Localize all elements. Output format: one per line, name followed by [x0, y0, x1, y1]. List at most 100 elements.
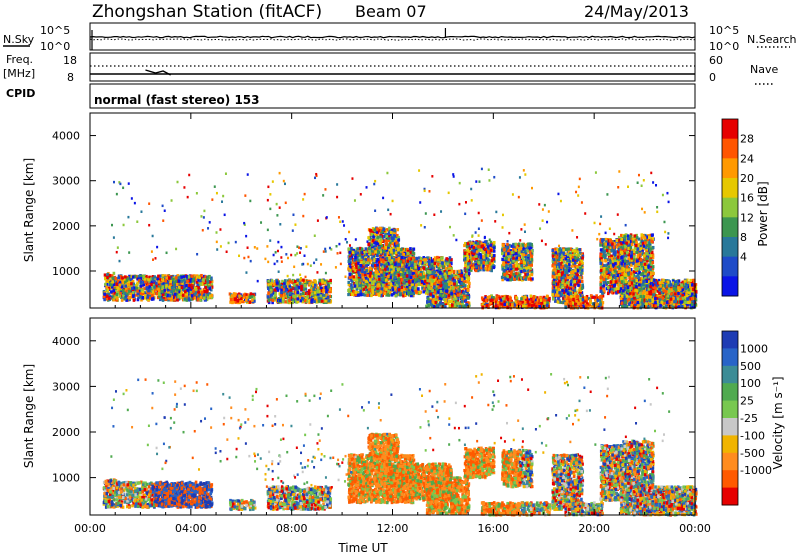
scatter-cell [306, 295, 309, 299]
scatter-cell [274, 292, 277, 296]
scatter-cell [195, 274, 199, 278]
scatter-cell [118, 283, 122, 287]
scatter-cell [442, 284, 446, 288]
scatter-cell [318, 285, 322, 290]
nsearch-tick-low: 10^0 [709, 40, 739, 53]
scatter-cell [210, 283, 214, 287]
scatter-cell [184, 290, 187, 294]
scatter-cell [152, 283, 155, 287]
scatter-cell [301, 296, 304, 301]
scatter-cell [174, 286, 177, 291]
scatter-cell [165, 284, 168, 288]
scatter-cell [385, 262, 389, 266]
scatter-cell [435, 303, 439, 308]
scatter-cell [192, 289, 195, 293]
scatter-cell [367, 246, 371, 250]
scatter-cell [189, 287, 192, 291]
scatter-cell [385, 278, 388, 282]
scatter-cell [440, 256, 443, 260]
scatter-cell [130, 276, 133, 280]
scatter-cell [167, 291, 170, 295]
scatter-cell [192, 283, 195, 287]
nave-label: Nave [750, 63, 778, 76]
scatter-cell [112, 298, 115, 302]
scatter-cell [248, 300, 252, 304]
scatter-cell [291, 300, 294, 305]
nsky-line [89, 35, 696, 39]
scatter-cell [280, 291, 283, 295]
freq-panel [89, 52, 696, 82]
scatter-cell [287, 289, 290, 293]
scatter-cell [266, 281, 270, 285]
scatter-cell [135, 293, 138, 297]
scatter-cell [138, 279, 141, 283]
scatter-cell [168, 287, 172, 291]
scatter-cell [136, 277, 140, 281]
scatter-cell [276, 281, 279, 285]
scatter-cell [200, 276, 204, 280]
scatter-cell [402, 252, 406, 257]
scatter-cell [407, 291, 410, 296]
scatter-cell [368, 249, 371, 253]
scatter-cell [394, 275, 397, 279]
scatter-cell [450, 281, 453, 285]
scatter-cell [154, 286, 158, 290]
nsearch-tick-high: 10^5 [709, 24, 739, 37]
scatter-cell [401, 267, 405, 272]
scatter-cell [310, 300, 313, 304]
scatter-cell [125, 286, 128, 290]
scatter-cell [297, 285, 301, 289]
scatter-cell [437, 280, 441, 284]
scatter-cell [143, 287, 146, 291]
scatter-cell [158, 274, 162, 278]
scatter-cell [364, 290, 368, 295]
scatter-cell [299, 292, 303, 296]
scatter-cell [394, 293, 398, 297]
scatter-cell [203, 289, 206, 294]
scatter-cell [238, 300, 242, 305]
scatter-cell [328, 288, 332, 292]
scatter-cell [121, 278, 124, 282]
scatter-cell [369, 266, 372, 270]
scatter-cell [249, 292, 253, 296]
scatter-cell [381, 283, 385, 287]
scatter-cell [467, 271, 471, 276]
scatter-cell [148, 294, 152, 298]
scatter-cell [361, 269, 364, 274]
scatter-cell [295, 297, 298, 301]
scatter-cell [112, 289, 116, 293]
nsearch-line [89, 38, 696, 41]
scatter-cell [399, 260, 403, 264]
scatter-cell [134, 284, 138, 288]
scatter-cell [105, 297, 109, 301]
scatter-cell [169, 276, 173, 280]
scatter-cell [150, 282, 153, 287]
scatter-cell [428, 265, 432, 269]
scatter-cell [363, 270, 367, 274]
scatter-cell [378, 277, 381, 281]
scatter-cell [375, 275, 378, 279]
scatter-cell [112, 271, 116, 275]
scatter-cell [112, 294, 116, 298]
scatter-cell [284, 300, 287, 304]
scatter-cell [173, 298, 176, 302]
cpid-label: CPID [6, 87, 35, 100]
scatter-cell [450, 292, 453, 296]
scatter-cell [270, 293, 274, 297]
scatter-cell [119, 274, 122, 279]
scatter-cell [148, 291, 151, 295]
scatter-cell [155, 284, 158, 288]
scatter-cell [290, 292, 294, 296]
scatter-cell [175, 288, 179, 292]
scatter-cell [317, 288, 321, 292]
scatter-cell [324, 299, 327, 303]
scatter-cell [176, 298, 179, 302]
scatter-cell [151, 275, 155, 279]
scatter-cell [173, 292, 177, 296]
scatter-cell [308, 281, 311, 285]
scatter-cell [392, 248, 396, 252]
scatter-cell [453, 303, 457, 307]
scatter-cell [162, 278, 166, 282]
scatter-cell [148, 296, 151, 300]
scatter-cell [170, 290, 173, 294]
